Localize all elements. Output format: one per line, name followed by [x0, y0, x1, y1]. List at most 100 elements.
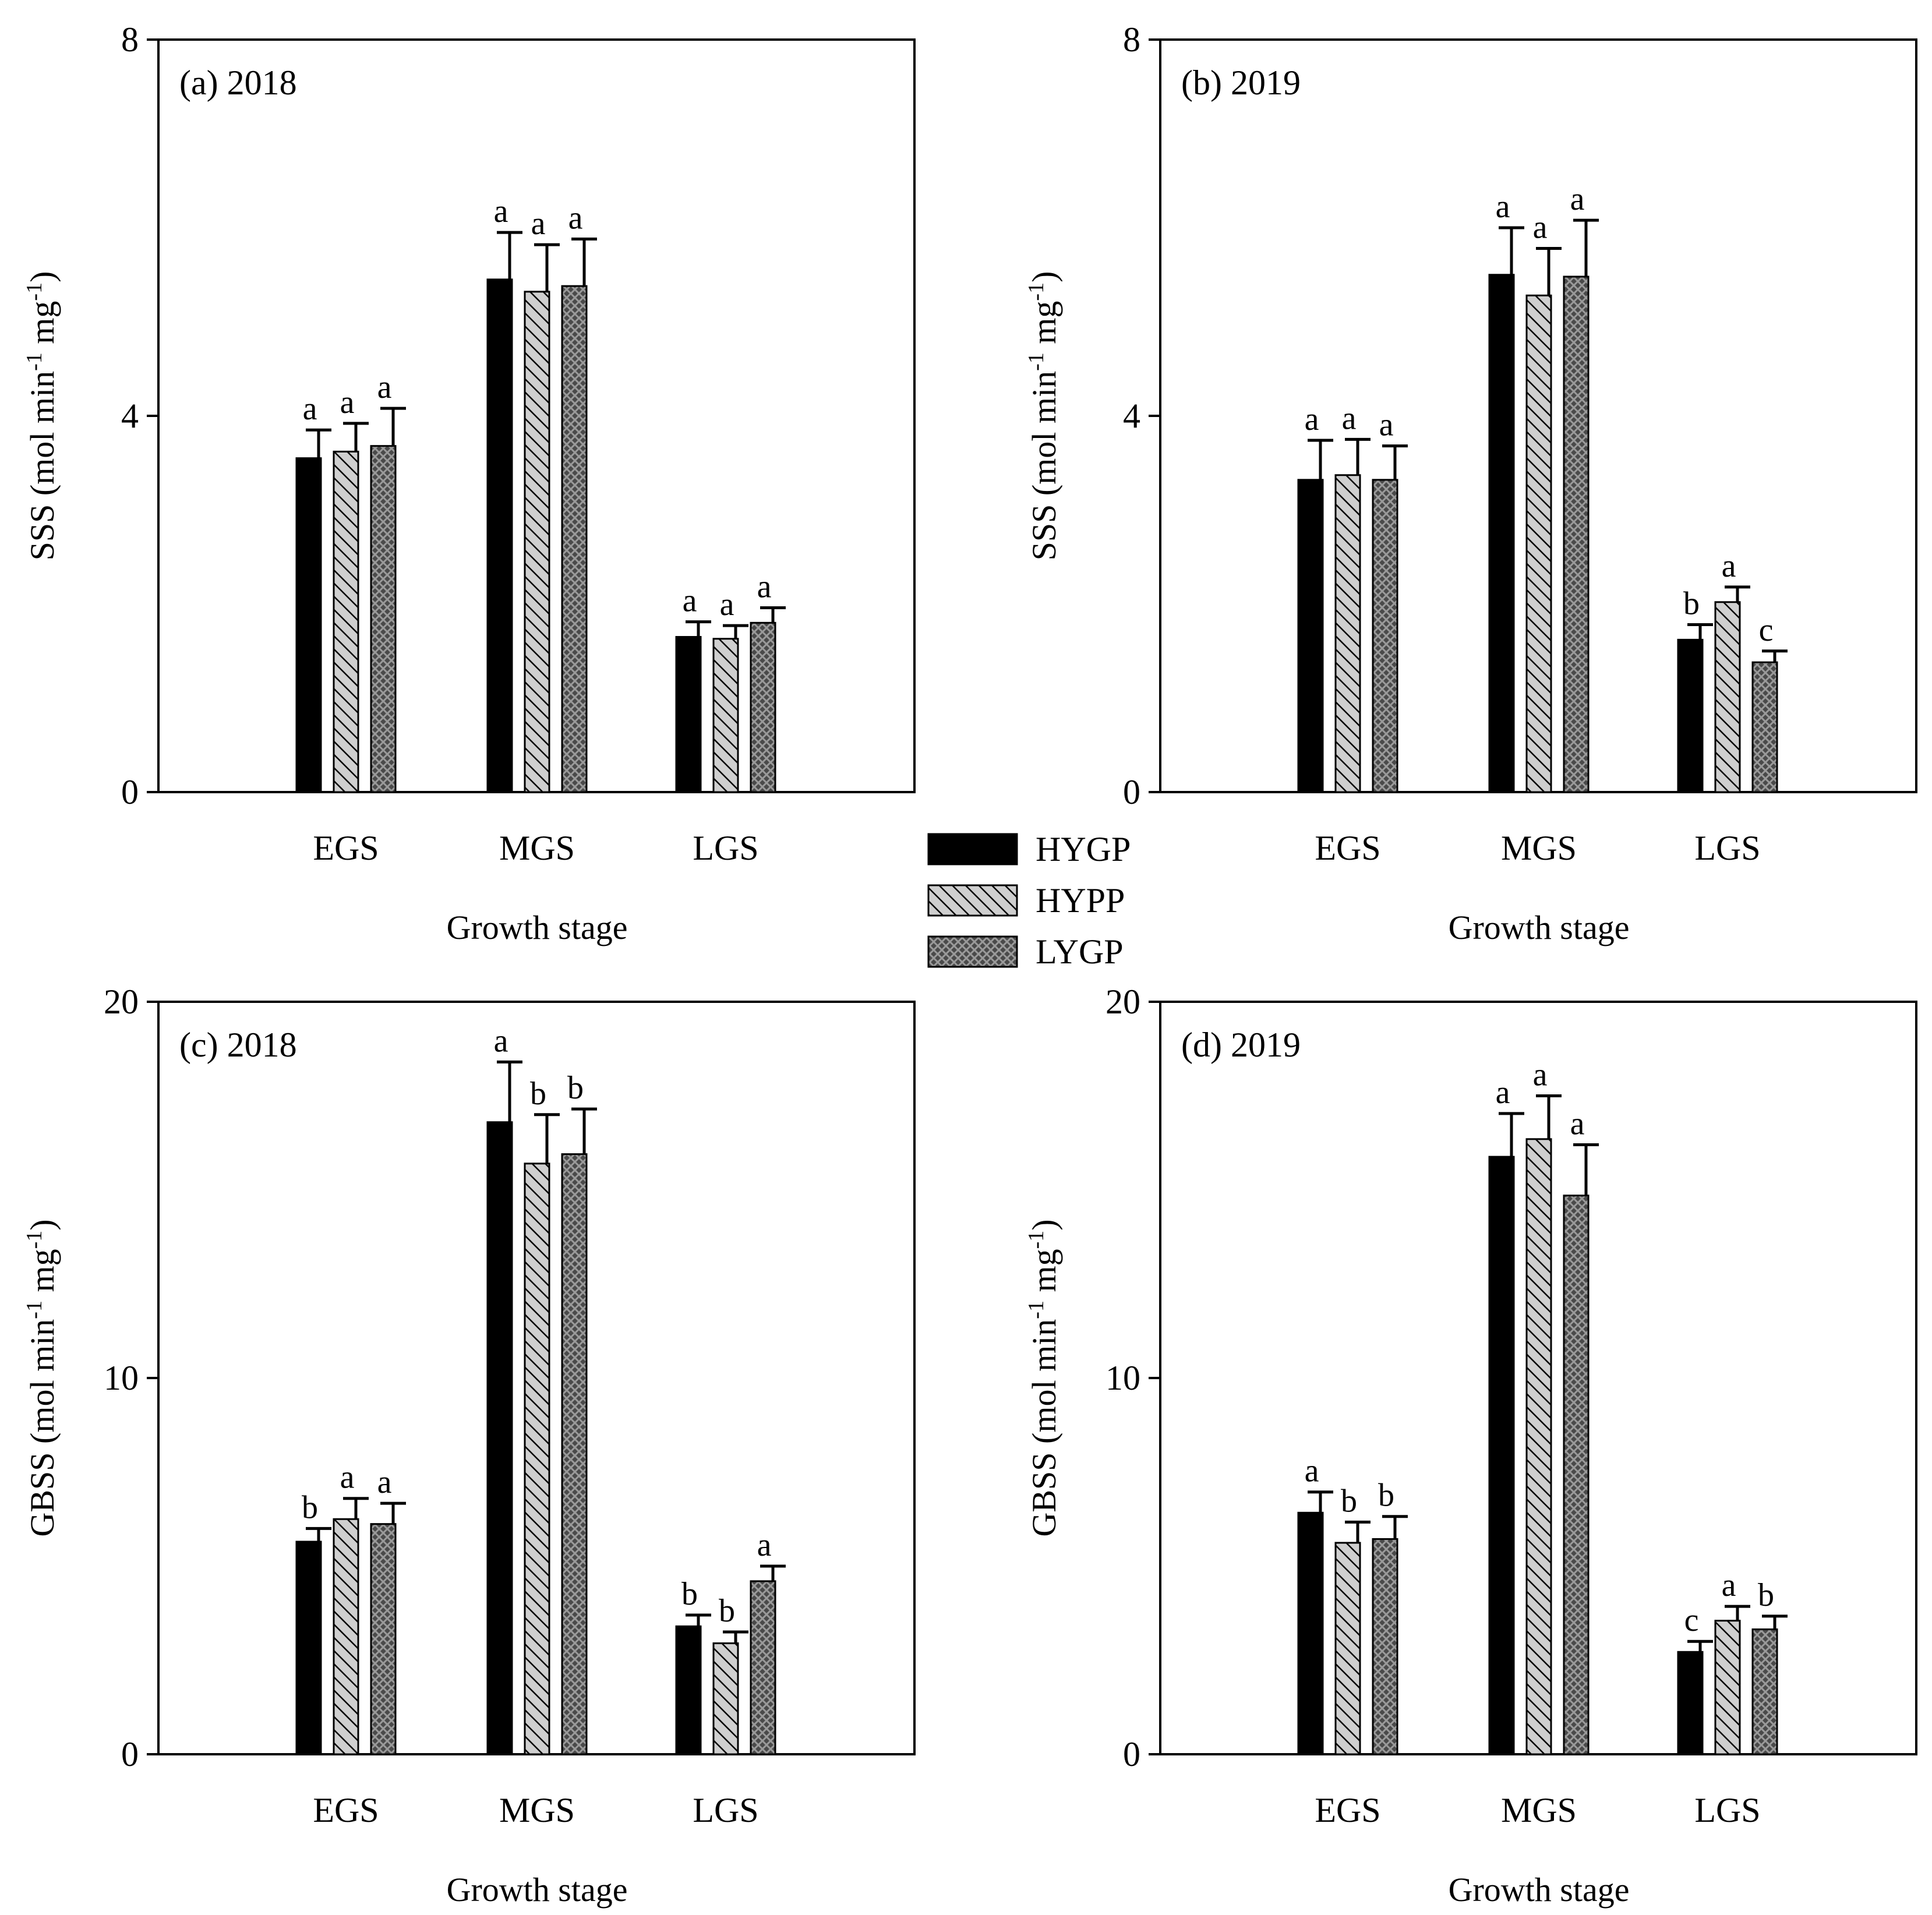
- significance-letter: a: [1379, 407, 1394, 443]
- y-tick-label: 8: [1123, 20, 1140, 59]
- y-tick-label: 20: [1105, 983, 1140, 1021]
- significance-letter: b: [681, 1576, 698, 1612]
- bar-lygp-lgs: [750, 621, 776, 793]
- category-label: EGS: [1315, 829, 1380, 867]
- category-label: EGS: [313, 829, 379, 867]
- legend-label-hypp: HYPP: [1036, 881, 1125, 920]
- panel-title: (b) 2019: [1181, 63, 1301, 102]
- y-axis-title: SSS (mol min-1 mg-1): [22, 271, 61, 561]
- bar-hygp-egs: [295, 1541, 322, 1755]
- bar-lygp-egs: [1372, 479, 1398, 793]
- bar-hygp-egs: [1297, 1511, 1324, 1755]
- x-axis-title: Growth stage: [1449, 1871, 1630, 1909]
- significance-letter: b: [1341, 1483, 1357, 1519]
- category-label: EGS: [1315, 1791, 1380, 1829]
- panel-title: (c) 2018: [179, 1026, 297, 1064]
- bar-hypp-lgs: [712, 638, 739, 793]
- significance-letter: a: [1533, 1057, 1548, 1093]
- bar-lygp-egs: [370, 445, 397, 793]
- bar-hypp-lgs: [712, 1642, 739, 1755]
- bar-hygp-egs: [295, 457, 322, 793]
- legend-label-hygp: HYGP: [1036, 830, 1131, 868]
- bar-hygp-lgs: [675, 1625, 702, 1755]
- significance-letter: a: [531, 206, 546, 242]
- bar-hypp-mgs: [524, 291, 550, 793]
- significance-letter: a: [1722, 548, 1736, 584]
- significance-letter: a: [757, 568, 772, 605]
- bar-hygp-mgs: [486, 1121, 513, 1755]
- y-axis-title: GBSS (mol min-1 mg-1): [1024, 1219, 1063, 1536]
- chart-panel-d: 0 10 20 (d) 2019 GBSS (mol min-1 mg-1) Growth…: [1024, 983, 1917, 1909]
- x-axis-title: Growth stage: [1449, 909, 1630, 946]
- category-label: MGS: [499, 1791, 575, 1829]
- category-label: LGS: [693, 1791, 758, 1829]
- bar-hygp-lgs: [1677, 1651, 1704, 1755]
- significance-letter: a: [1342, 400, 1357, 436]
- bar-hygp-lgs: [1677, 638, 1704, 793]
- significance-letter: b: [1683, 586, 1700, 622]
- bar-hygp-lgs: [675, 636, 702, 793]
- significance-letter: a: [568, 200, 583, 236]
- panel-title: (d) 2019: [1181, 1026, 1301, 1064]
- significance-letter: a: [340, 1460, 355, 1496]
- bar-hygp-mgs: [1488, 274, 1515, 793]
- bar-hygp-egs: [1297, 479, 1324, 793]
- bar-lygp-mgs: [1563, 275, 1590, 793]
- significance-letter: a: [377, 369, 392, 405]
- x-axis-title: Growth stage: [447, 909, 628, 946]
- bar-hypp-mgs: [1525, 294, 1552, 793]
- category-label: EGS: [313, 1791, 379, 1829]
- category-label: MGS: [499, 829, 575, 867]
- bar-hypp-mgs: [1525, 1138, 1552, 1755]
- bar-hypp-egs: [1334, 1542, 1361, 1755]
- category-label: MGS: [1501, 829, 1577, 867]
- y-tick-label: 0: [1123, 1735, 1140, 1773]
- chart-panel-a: 0 4 8 (a) 2018 SSS (mol min-1 mg-1) Growth st…: [22, 20, 916, 946]
- significance-letter: a: [1570, 181, 1585, 217]
- x-axis-title: Growth stage: [447, 1871, 628, 1909]
- significance-letter: a: [494, 1023, 508, 1059]
- significance-letter: a: [1496, 189, 1510, 225]
- bar-lygp-lgs: [1751, 1628, 1778, 1755]
- bar-lygp-egs: [370, 1523, 397, 1755]
- significance-letter: a: [1570, 1105, 1585, 1142]
- bar-hypp-egs: [333, 1518, 359, 1755]
- panels: 0 4 8 (a) 2018 SSS (mol min-1 mg-1) Growth st…: [22, 20, 1917, 1909]
- significance-letter: a: [1722, 1567, 1736, 1603]
- significance-letter: a: [1305, 401, 1319, 437]
- legend-swatch-hypp: [927, 884, 1018, 917]
- y-axis-title: GBSS (mol min-1 mg-1): [22, 1219, 61, 1536]
- y-tick-label: 4: [121, 397, 139, 435]
- chart-panel-b: 0 4 8 (b) 2019 SSS (mol min-1 mg-1) Growth st…: [1024, 20, 1917, 946]
- significance-letter: a: [303, 391, 317, 427]
- y-tick-label: 4: [1123, 397, 1140, 435]
- panel-title: (a) 2018: [179, 63, 297, 102]
- category-label: LGS: [1694, 829, 1760, 867]
- significance-letter: b: [719, 1593, 735, 1629]
- significance-letter: a: [720, 586, 734, 623]
- bar-hypp-lgs: [1714, 1620, 1741, 1755]
- category-label: LGS: [1694, 1791, 1760, 1829]
- significance-letter: a: [1496, 1075, 1510, 1111]
- significance-letter: a: [683, 583, 697, 619]
- significance-letter: c: [1759, 612, 1774, 648]
- significance-letter: a: [1305, 1453, 1319, 1489]
- bar-lygp-lgs: [750, 1580, 776, 1755]
- legend-label-lygp: LYGP: [1036, 932, 1124, 971]
- legend-swatch-hygp: [927, 833, 1018, 865]
- legend-swatch-lygp: [927, 935, 1018, 968]
- bar-lygp-egs: [1372, 1538, 1398, 1755]
- significance-letter: b: [302, 1489, 318, 1525]
- bar-hypp-egs: [333, 450, 359, 793]
- bar-lygp-mgs: [561, 285, 588, 793]
- significance-letter: a: [757, 1527, 772, 1563]
- category-label: MGS: [1501, 1791, 1577, 1829]
- significance-letter: b: [1758, 1577, 1774, 1613]
- y-tick-label: 0: [121, 1735, 139, 1773]
- significance-letter: c: [1684, 1602, 1699, 1638]
- bar-lygp-mgs: [561, 1153, 588, 1755]
- bar-hypp-egs: [1334, 474, 1361, 793]
- bar-hypp-mgs: [524, 1163, 550, 1755]
- y-tick-label: 10: [104, 1359, 139, 1397]
